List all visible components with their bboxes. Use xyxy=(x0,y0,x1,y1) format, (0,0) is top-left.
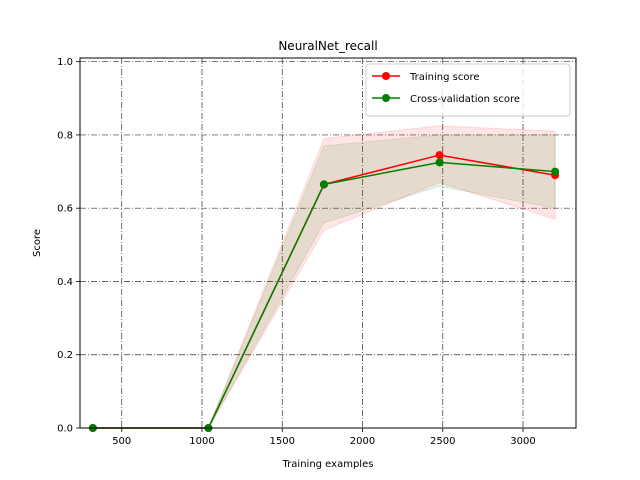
chart-title: NeuralNet_recall xyxy=(278,39,377,53)
plot-frame xyxy=(79,57,577,429)
y-tick-label: 1.0 xyxy=(57,57,73,68)
y-axis-ticks: 0.0 0.2 0.4 0.6 0.8 1.0 xyxy=(57,57,80,435)
x-tick-label: 3000 xyxy=(510,436,535,447)
legend-entry-training: Training score xyxy=(372,72,480,83)
x-tick-label: 1500 xyxy=(270,436,295,447)
y-axis-label: Score xyxy=(32,229,43,257)
y-tick-label: 0.4 xyxy=(57,277,73,288)
y-tick-label: 0.0 xyxy=(57,424,73,435)
y-tick-label: 0.2 xyxy=(57,350,73,361)
legend-box xyxy=(365,63,571,117)
x-tick-label: 2000 xyxy=(350,436,375,447)
x-tick-label: 1000 xyxy=(189,436,214,447)
x-axis-label: Training examples xyxy=(282,459,374,470)
legend-label-training: Training score xyxy=(409,72,480,83)
legend: Training score Cross-validation score xyxy=(365,63,571,117)
training-score-point xyxy=(435,151,444,160)
x-tick-label: 500 xyxy=(112,436,131,447)
cross-validation-score-point xyxy=(551,167,560,176)
x-axis-ticks: 500 1000 1500 2000 2500 3000 xyxy=(112,428,536,447)
legend-entry-cross-validation: Cross-validation score xyxy=(372,94,520,105)
x-tick-label: 2500 xyxy=(430,436,455,447)
grid xyxy=(80,58,576,429)
y-tick-label: 0.6 xyxy=(57,204,73,215)
y-tick-label: 0.8 xyxy=(57,130,73,141)
cross-validation-score-point xyxy=(435,158,444,167)
cross-validation-score-point xyxy=(319,180,328,189)
legend-marker-cross-validation xyxy=(382,94,390,102)
legend-marker-training xyxy=(382,72,390,80)
legend-label-cross-validation: Cross-validation score xyxy=(410,94,520,105)
